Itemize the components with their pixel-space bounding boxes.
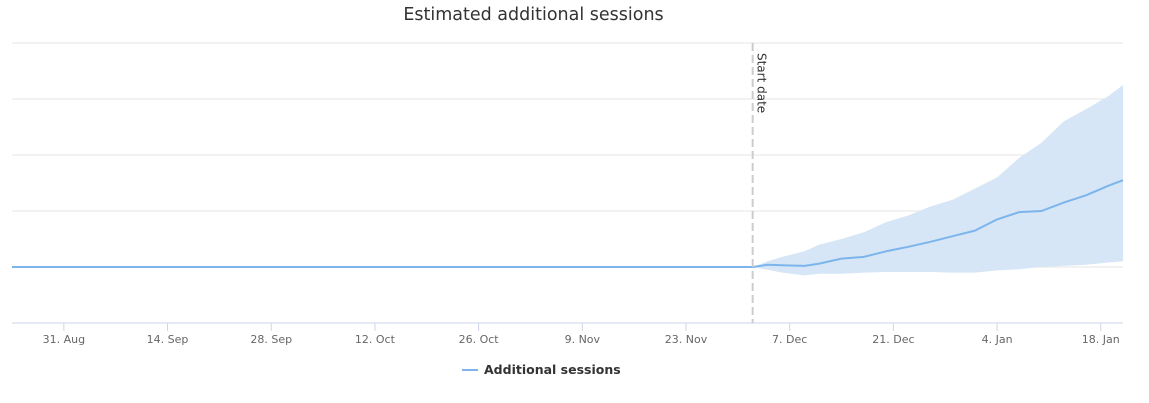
x-tick-label: 23. Nov: [665, 333, 708, 346]
x-tick-label: 26. Oct: [459, 333, 500, 346]
x-tick-label: 7. Dec: [772, 333, 807, 346]
legend-label: Additional sessions: [484, 362, 621, 377]
x-tick-label: 9. Nov: [565, 333, 601, 346]
series-line-additional-sessions: [12, 179, 1124, 268]
x-tick-label: 28. Sep: [250, 333, 292, 346]
legend[interactable]: Additional sessions: [462, 362, 621, 377]
confidence-band: [12, 85, 1123, 276]
chart-title: Estimated additional sessions: [403, 5, 664, 25]
x-tick-label: 4. Jan: [982, 333, 1013, 346]
x-tick-label: 31. Aug: [43, 333, 85, 346]
start-date-label: Start date: [755, 53, 769, 113]
x-tick-label: 12. Oct: [355, 333, 396, 346]
x-tick-label: 21. Dec: [872, 333, 914, 346]
legend-swatch: [462, 368, 478, 371]
x-tick-label: 18. Jan: [1082, 333, 1120, 346]
x-tick-label: 14. Sep: [147, 333, 189, 346]
